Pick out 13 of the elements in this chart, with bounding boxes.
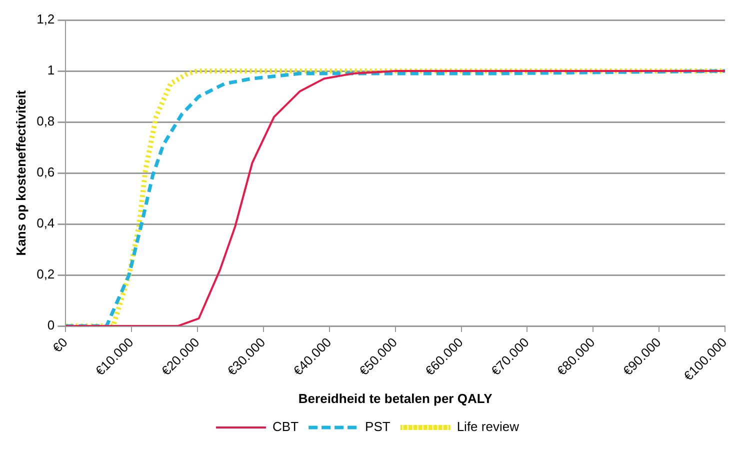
y-tick-label: 0 xyxy=(47,318,55,333)
x-tick-label: €0 xyxy=(49,334,70,356)
legend-label: PST xyxy=(365,419,390,434)
y-tick-label: 1 xyxy=(47,62,55,78)
legend-label: CBT xyxy=(272,419,299,434)
y-axis-title: Kans op kosteneffectiviteit xyxy=(13,90,28,256)
y-tick-label: 1,2 xyxy=(36,12,55,27)
legend-label: Life review xyxy=(456,419,520,434)
y-tick-label: 0,6 xyxy=(36,164,55,180)
x-axis-title: Bereidheid te betalen per QALY xyxy=(298,390,493,406)
y-tick-label: 0,2 xyxy=(36,266,55,282)
y-tick-label: 0,4 xyxy=(36,216,55,231)
y-tick-label: 0,8 xyxy=(36,114,55,129)
